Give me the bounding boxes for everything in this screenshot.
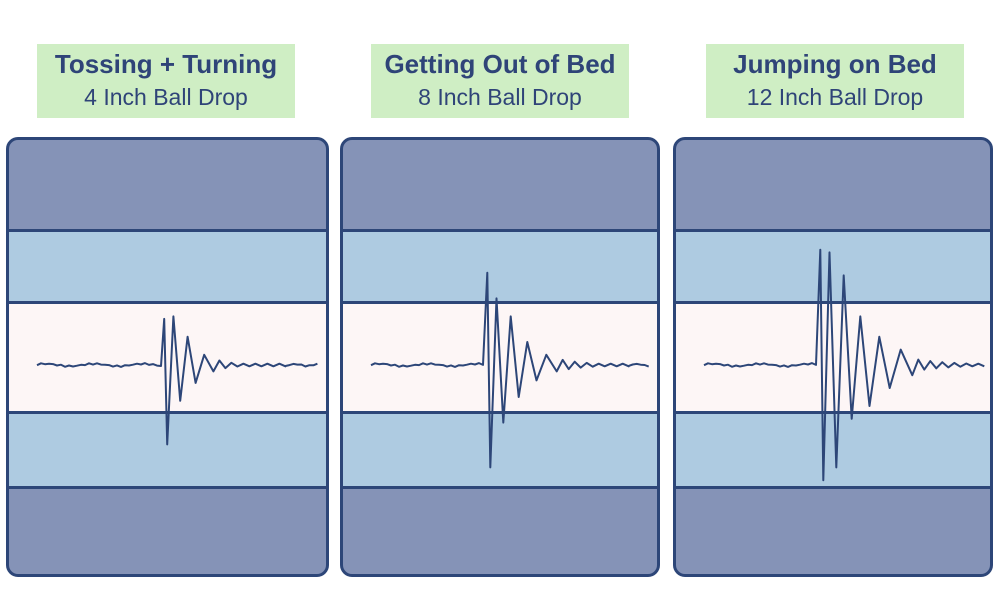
mattress-panel-1 [6, 137, 329, 577]
motion-waveform [703, 248, 985, 482]
panel-title: Jumping on Bed [733, 49, 937, 79]
panel-subtitle: 4 Inch Ball Drop [84, 84, 248, 110]
label-panel-2: Getting Out of Bed 8 Inch Ball Drop [371, 44, 629, 118]
mattress-panel-2 [340, 137, 660, 577]
label-panel-1: Tossing + Turning 4 Inch Ball Drop [37, 44, 295, 118]
motion-waveform [370, 271, 650, 469]
waveform-line [36, 315, 318, 446]
upper-blue-band [676, 229, 990, 304]
lower-blue-band [676, 414, 990, 489]
panel-title: Getting Out of Bed [384, 49, 616, 79]
waveform-line [370, 271, 650, 469]
label-panel-3: Jumping on Bed 12 Inch Ball Drop [706, 44, 964, 118]
panel-subtitle: 8 Inch Ball Drop [418, 84, 582, 110]
center-band [9, 304, 326, 414]
mattress-panel-3 [673, 137, 993, 577]
lower-blue-band [343, 414, 657, 489]
panel-title: Tossing + Turning [54, 49, 278, 79]
panel-subtitle: 12 Inch Ball Drop [746, 84, 924, 110]
upper-blue-band [9, 229, 326, 304]
motion-waveform [36, 315, 318, 446]
upper-blue-band [343, 229, 657, 304]
waveform-line [703, 248, 985, 482]
